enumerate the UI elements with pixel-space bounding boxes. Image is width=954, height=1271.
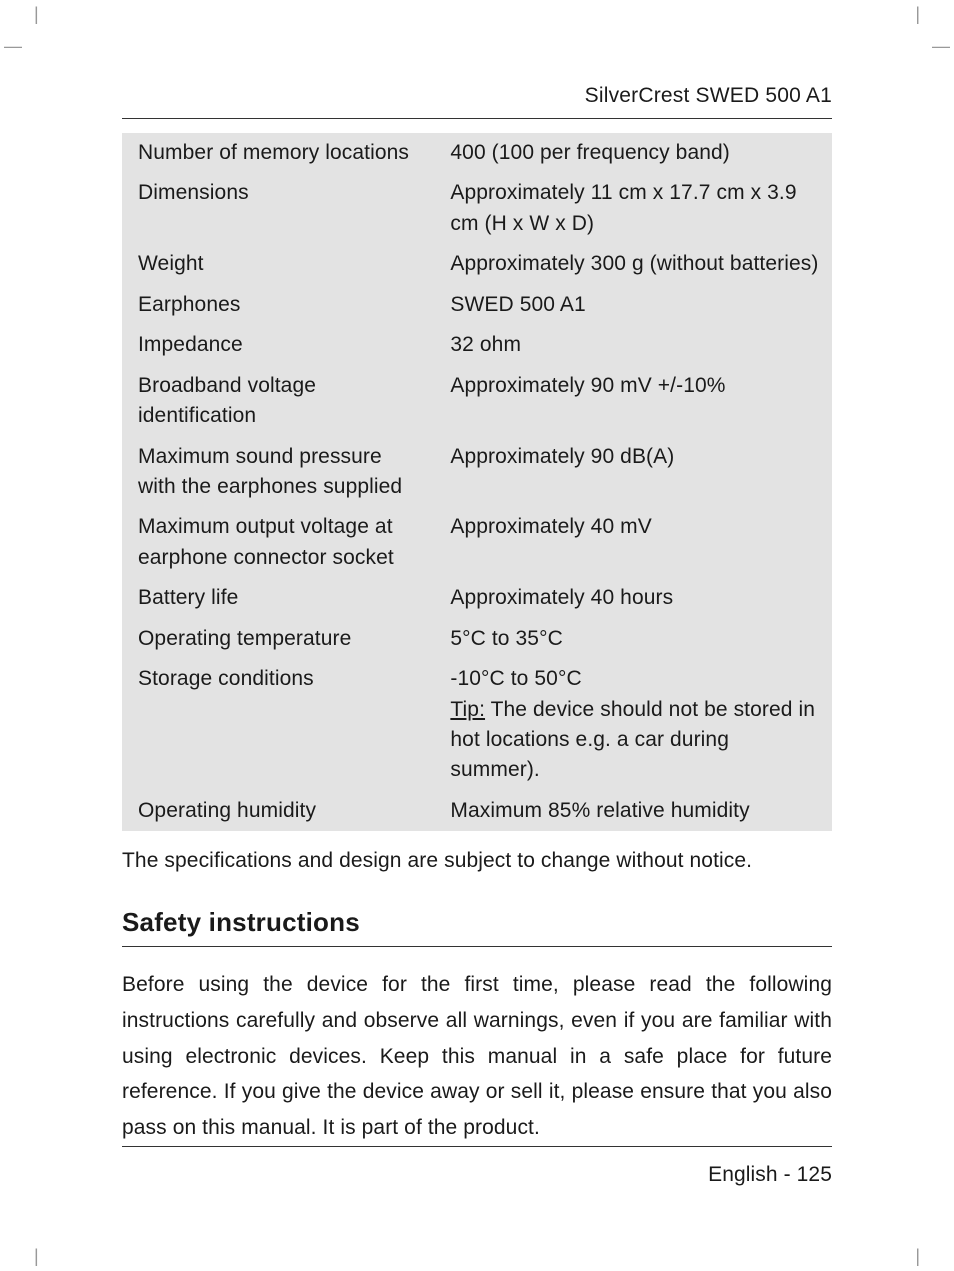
spec-value: SWED 500 A1: [434, 285, 832, 325]
table-row: Number of memory locations 400 (100 per …: [122, 133, 832, 173]
spec-label: Broadband voltage identification: [122, 366, 434, 437]
spec-label: Operating humidity: [122, 791, 434, 831]
crop-mark-icon: |: [915, 4, 920, 25]
spec-label: Dimensions: [122, 173, 434, 244]
table-row: Impedance 32 ohm: [122, 325, 832, 365]
spec-value: -10°C to 50°C Tip: The device should not…: [434, 659, 832, 791]
page-number: English - 125: [708, 1163, 832, 1186]
table-row: Operating humidity Maximum 85% relative …: [122, 791, 832, 831]
spec-label: Weight: [122, 244, 434, 284]
storage-range: -10°C to 50°C: [450, 667, 581, 690]
spec-label: Maximum output voltage at earphone conne…: [122, 507, 434, 578]
page-footer: English - 125: [122, 1146, 832, 1187]
tip-label: Tip:: [450, 698, 485, 721]
page-container: SilverCrest SWED 500 A1 Number of memory…: [0, 0, 954, 1206]
crop-mark-icon: |: [34, 4, 39, 25]
table-row: Maximum output voltage at earphone conne…: [122, 507, 832, 578]
spec-table-body: Number of memory locations 400 (100 per …: [122, 133, 832, 831]
safety-body: Before using the device for the first ti…: [122, 967, 832, 1145]
spec-value: 5°C to 35°C: [434, 619, 832, 659]
table-row: Storage conditions -10°C to 50°C Tip: Th…: [122, 659, 832, 791]
crop-mark-icon: —: [932, 36, 950, 57]
crop-mark-icon: |: [915, 1246, 920, 1267]
safety-heading: Safety instructions: [122, 907, 832, 947]
spec-value: Approximately 90 dB(A): [434, 437, 832, 508]
spec-value: Approximately 300 g (without batteries): [434, 244, 832, 284]
spec-label: Impedance: [122, 325, 434, 365]
crop-mark-icon: —: [4, 36, 22, 57]
spec-value: 32 ohm: [434, 325, 832, 365]
header-title: SilverCrest SWED 500 A1: [585, 84, 832, 107]
spec-value: Approximately 11 cm x 17.7 cm x 3.9 cm (…: [434, 173, 832, 244]
table-row: Earphones SWED 500 A1: [122, 285, 832, 325]
crop-mark-icon: |: [34, 1246, 39, 1267]
change-notice: The specifications and design are subjec…: [122, 849, 832, 873]
spec-label: Earphones: [122, 285, 434, 325]
tip-text: The device should not be stored in hot l…: [450, 698, 815, 782]
spec-label: Operating temperature: [122, 619, 434, 659]
spec-value: 400 (100 per frequency band): [434, 133, 832, 173]
table-row: Weight Approximately 300 g (without batt…: [122, 244, 832, 284]
spec-value: Approximately 90 mV +/-10%: [434, 366, 832, 437]
table-row: Operating temperature 5°C to 35°C: [122, 619, 832, 659]
spec-value: Approximately 40 mV: [434, 507, 832, 578]
table-row: Broadband voltage identification Approxi…: [122, 366, 832, 437]
table-row: Dimensions Approximately 11 cm x 17.7 cm…: [122, 173, 832, 244]
spec-value: Approximately 40 hours: [434, 578, 832, 618]
spec-label: Maximum sound pressure with the earphone…: [122, 437, 434, 508]
spec-value: Maximum 85% relative humidity: [434, 791, 832, 831]
table-row: Battery life Approximately 40 hours: [122, 578, 832, 618]
table-row: Maximum sound pressure with the earphone…: [122, 437, 832, 508]
page-header: SilverCrest SWED 500 A1: [122, 84, 832, 119]
specifications-table: Number of memory locations 400 (100 per …: [122, 133, 832, 831]
spec-label: Number of memory locations: [122, 133, 434, 173]
spec-label: Battery life: [122, 578, 434, 618]
spec-label: Storage conditions: [122, 659, 434, 791]
